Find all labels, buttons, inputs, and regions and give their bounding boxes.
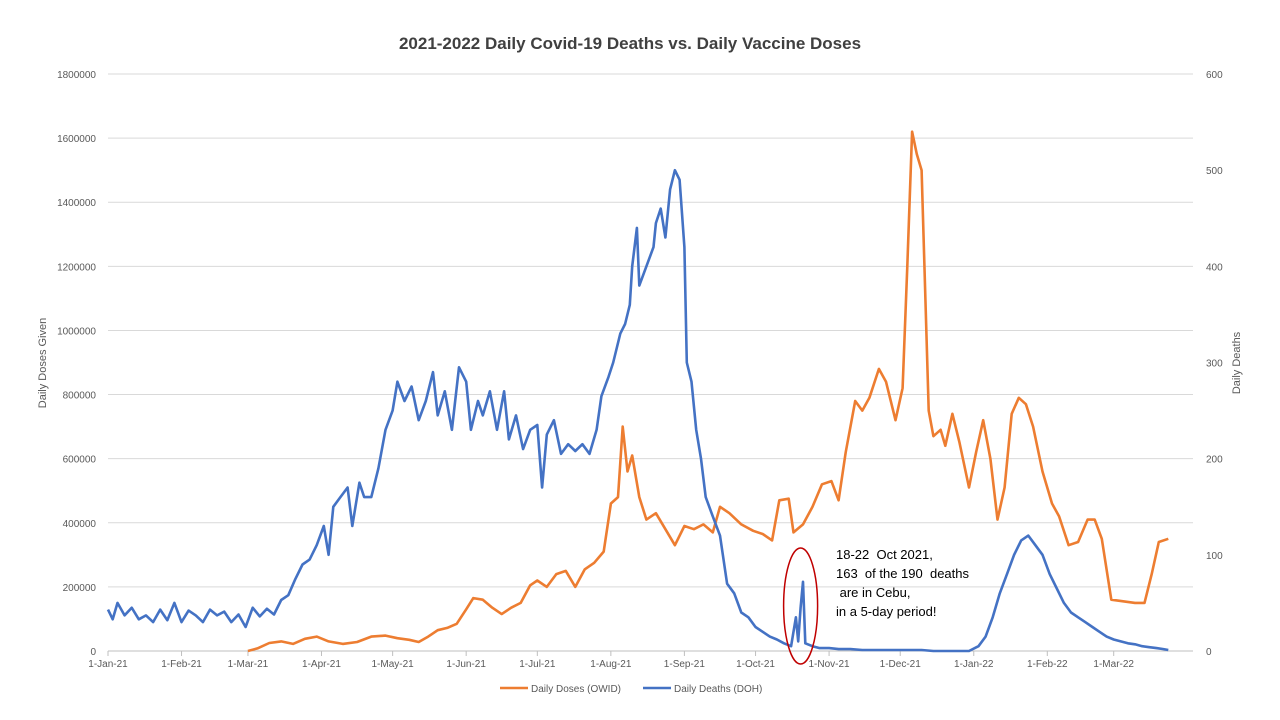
right-y-axis-ticks: 0 100 200 300 400 500 600: [1206, 70, 1223, 658]
left-tick-label: 1800000: [57, 70, 96, 81]
right-tick-label: 200: [1206, 455, 1223, 466]
left-tick-label: 200000: [63, 583, 97, 594]
annotation-text: 18-22 Oct 2021, 163 of the 190 deaths are…: [836, 547, 969, 619]
x-tick-label: 1-Jul-21: [519, 659, 556, 670]
annotation-line: 163 of the 190 deaths: [836, 566, 969, 581]
x-tick-label: 1-Feb-21: [161, 659, 202, 670]
legend-label: Daily Deaths (DOH): [674, 684, 762, 695]
x-axis-ticks: 1-Jan-21 1-Feb-21 1-Mar-21 1-Apr-21 1-May-21…: [88, 650, 1193, 670]
chart-title: 2021-2022 Daily Covid-19 Deaths vs. Dail…: [399, 34, 861, 53]
x-tick-label: 1-May-21: [372, 659, 415, 670]
x-tick-label: 1-Dec-21: [880, 659, 922, 670]
right-axis-label: Daily Deaths: [1231, 331, 1243, 394]
x-tick-label: 1-Jan-21: [88, 659, 128, 670]
left-tick-label: 600000: [63, 455, 97, 466]
right-tick-label: 500: [1206, 166, 1223, 177]
x-tick-label: 1-Feb-22: [1027, 659, 1068, 670]
x-tick-label: 1-Mar-22: [1093, 659, 1134, 670]
right-tick-label: 400: [1206, 262, 1223, 273]
series-lines: [106, 130, 1169, 653]
x-tick-label: 1-Aug-21: [590, 659, 632, 670]
series-line-deaths: [106, 168, 1169, 653]
series-line-doses: [247, 130, 1169, 653]
x-tick-label: 1-Jun-21: [446, 659, 486, 670]
x-tick-label: 1-Mar-21: [228, 659, 269, 670]
x-tick-label: 1-Apr-21: [302, 659, 341, 670]
left-tick-label: 1000000: [57, 326, 96, 337]
left-tick-label: 800000: [63, 391, 97, 402]
x-tick-label: 1-Nov-21: [808, 659, 850, 670]
legend-label: Daily Doses (OWID): [531, 684, 621, 695]
left-tick-label: 1400000: [57, 198, 96, 209]
annotation-line: are in Cebu,: [836, 585, 910, 600]
right-tick-label: 300: [1206, 359, 1223, 370]
right-tick-label: 0: [1206, 647, 1212, 658]
x-tick-label: 1-Jan-22: [954, 659, 994, 670]
left-tick-label: 0: [90, 647, 96, 658]
annotation-circle: [782, 547, 819, 665]
right-tick-label: 600: [1206, 70, 1223, 81]
left-tick-label: 400000: [63, 519, 97, 530]
left-tick-label: 1200000: [57, 262, 96, 273]
x-tick-label: 1-Oct-21: [736, 659, 775, 670]
annotation-line: 18-22 Oct 2021,: [836, 547, 933, 562]
left-axis-label: Daily Doses Given: [37, 318, 49, 408]
left-y-axis-ticks: 0 200000 400000 600000 800000 1000000 1200000 1…: [57, 70, 96, 658]
left-tick-label: 1600000: [57, 134, 96, 145]
gridlines: [108, 73, 1193, 652]
x-tick-label: 1-Sep-21: [664, 659, 706, 670]
legend: Daily Doses (OWID) Daily Deaths (DOH): [500, 684, 762, 695]
right-tick-label: 100: [1206, 551, 1223, 562]
annotation-line: in a 5-day period!: [836, 604, 936, 619]
